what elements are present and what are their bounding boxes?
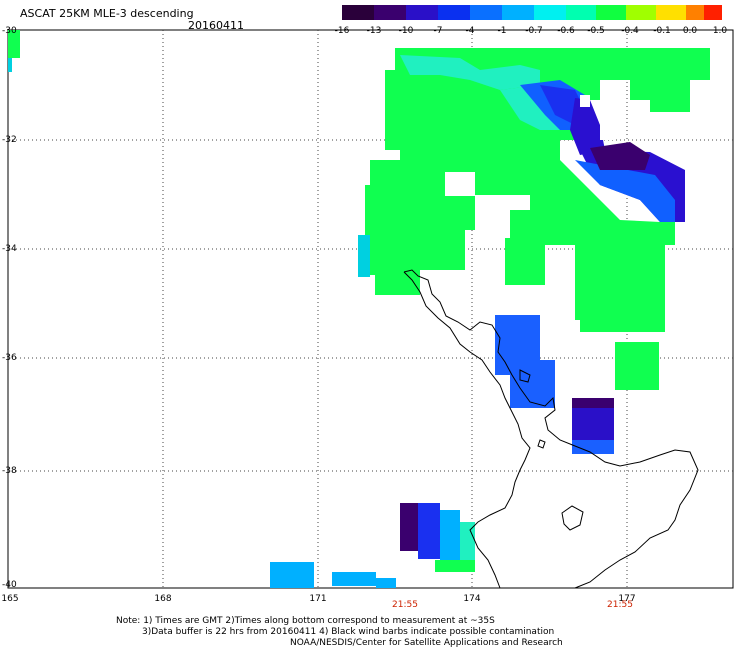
colorbar-label: -10 <box>398 26 414 36</box>
colorbar-label: -16 <box>334 26 350 36</box>
lat-label: -36 <box>2 353 17 363</box>
colorbar-label: -0.7 <box>525 26 543 36</box>
colorbar-label: -1 <box>497 26 507 36</box>
lon-label: 174 <box>463 594 481 604</box>
colorbar-label: 0.0 <box>682 26 698 36</box>
lat-label: -32 <box>2 135 17 145</box>
colorbar-label: -7 <box>433 26 443 36</box>
lat-label: -40 <box>2 580 17 590</box>
map-frame <box>7 29 734 589</box>
colorbar-label: 1.0 <box>712 26 728 36</box>
note-line: Note: 1) Times are GMT 2)Times along bot… <box>116 616 495 626</box>
lat-label: -30 <box>2 26 17 36</box>
colorbar-label: -0.5 <box>587 26 605 36</box>
map-date: 20160411 <box>188 19 244 32</box>
lon-label: 171 <box>309 594 327 604</box>
colorbar-label: -0.1 <box>653 26 671 36</box>
wind-data-cells <box>8 30 710 588</box>
colorbar-label: -13 <box>366 26 382 36</box>
colorbar <box>342 5 722 20</box>
colorbar-label: -0.6 <box>557 26 575 36</box>
colorbar-label: -0.4 <box>621 26 639 36</box>
time-label: 21:55 <box>392 600 418 610</box>
lat-label: -34 <box>2 244 17 254</box>
lon-label: 177 <box>618 594 636 604</box>
note-line: 3)Data buffer is 22 hrs from 20160411 4)… <box>142 627 555 637</box>
colorbar-label: -4 <box>465 26 475 36</box>
map-title: ASCAT 25KM MLE-3 descending <box>20 7 194 20</box>
coastline <box>403 269 699 589</box>
lon-label: 165 <box>1 594 19 604</box>
time-label: 21:55 <box>607 600 633 610</box>
note-line: NOAA/NESDIS/Center for Satellite Applica… <box>290 638 563 648</box>
lat-label: -38 <box>2 466 17 476</box>
lon-label: 168 <box>154 594 172 604</box>
